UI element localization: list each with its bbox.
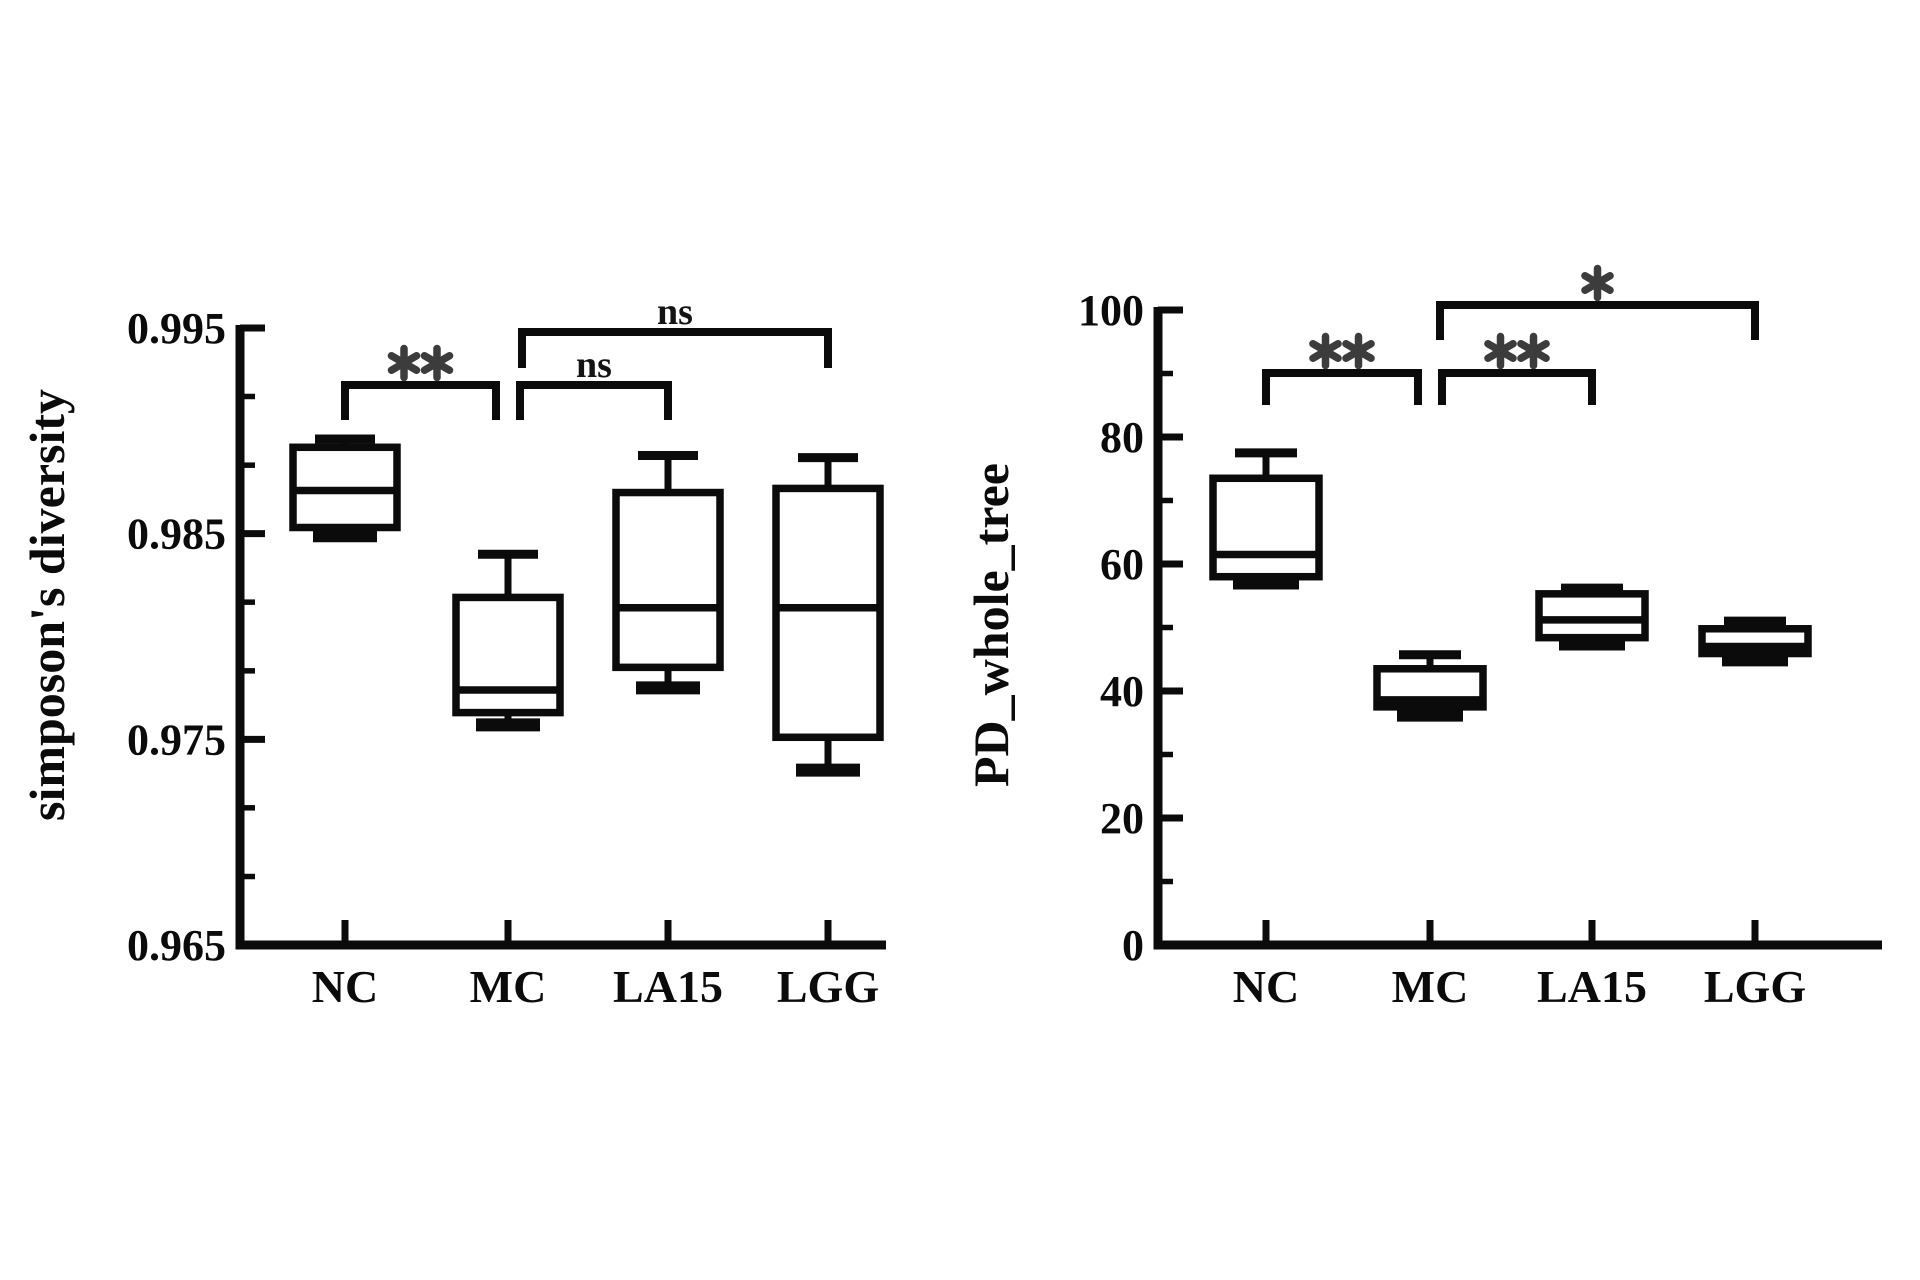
box-LGG — [772, 453, 884, 777]
y-tick-label: 0.965 — [127, 921, 226, 970]
y-tick-label: 40 — [1100, 667, 1144, 716]
comparison-NC-MC — [341, 344, 500, 420]
category-label-NC: NC — [312, 961, 378, 1012]
significance-label: ns — [657, 291, 693, 333]
iqr-box — [772, 484, 884, 742]
y-tick-label: 0 — [1122, 921, 1144, 970]
iqr-box — [452, 593, 564, 717]
comparison-NC-MC — [1262, 332, 1422, 405]
box-MC — [452, 549, 564, 732]
significance-stars — [1484, 332, 1550, 370]
significance-bracket — [1438, 369, 1596, 405]
category-label-LA15: LA15 — [1537, 961, 1647, 1012]
category-label-MC: MC — [470, 961, 547, 1012]
y-tick-label: 0.985 — [127, 510, 226, 559]
panel-PD_whole_tree: 0 20 40 60 80 100 NC MC LA15 LGG PD_whole_tree — [963, 264, 1882, 1012]
y-tick-label: 0.975 — [127, 715, 226, 764]
axes: 0.965 0.975 0.985 0.995 NC MC LA15 LGG — [127, 304, 886, 1012]
significance-stars — [1309, 332, 1375, 370]
iqr-box — [1209, 474, 1323, 581]
box-LA15 — [1535, 583, 1649, 651]
iqr-box — [1535, 590, 1649, 642]
comparison-MC-LGG — [1436, 264, 1759, 340]
comparison-MC-LA15 — [1438, 332, 1596, 405]
category-label-MC: MC — [1392, 961, 1469, 1012]
comparison-MC-LGG: ns — [518, 291, 832, 368]
significance-label: ns — [576, 344, 612, 386]
significance-bracket — [341, 381, 500, 420]
box-LGG — [1698, 616, 1812, 667]
box-LA15 — [612, 451, 724, 695]
panel-simposon's diversity: 0.965 0.975 0.985 0.995 NC MC LA15 LGG simposon'… — [19, 291, 886, 1012]
category-label-LGG: LGG — [777, 961, 879, 1012]
category-label-LGG: LGG — [1704, 961, 1806, 1012]
y-axis-title: PD_whole_tree — [963, 463, 1019, 787]
category-label-LA15: LA15 — [613, 961, 723, 1012]
comparison-MC-LA15: ns — [516, 344, 672, 420]
significance-bracket — [516, 381, 672, 420]
significance-bracket — [1262, 369, 1422, 405]
significance-bracket — [518, 328, 832, 368]
iqr-box — [612, 488, 724, 672]
y-tick-label: 100 — [1078, 286, 1144, 335]
axes: 0 20 40 60 80 100 NC MC LA15 LGG — [1078, 286, 1882, 1012]
box-NC — [1209, 448, 1323, 590]
y-tick-label: 60 — [1100, 540, 1144, 589]
y-tick-label: 20 — [1100, 794, 1144, 843]
y-axis-title: simposon's diversity — [19, 389, 75, 821]
significance-bracket — [1436, 301, 1759, 340]
significance-stars — [387, 344, 454, 382]
category-label-NC: NC — [1233, 961, 1299, 1012]
y-tick-label: 0.995 — [127, 304, 226, 353]
y-tick-label: 80 — [1100, 413, 1144, 462]
box-NC — [289, 434, 401, 543]
significance-stars — [1581, 264, 1614, 302]
box-MC — [1373, 650, 1487, 722]
